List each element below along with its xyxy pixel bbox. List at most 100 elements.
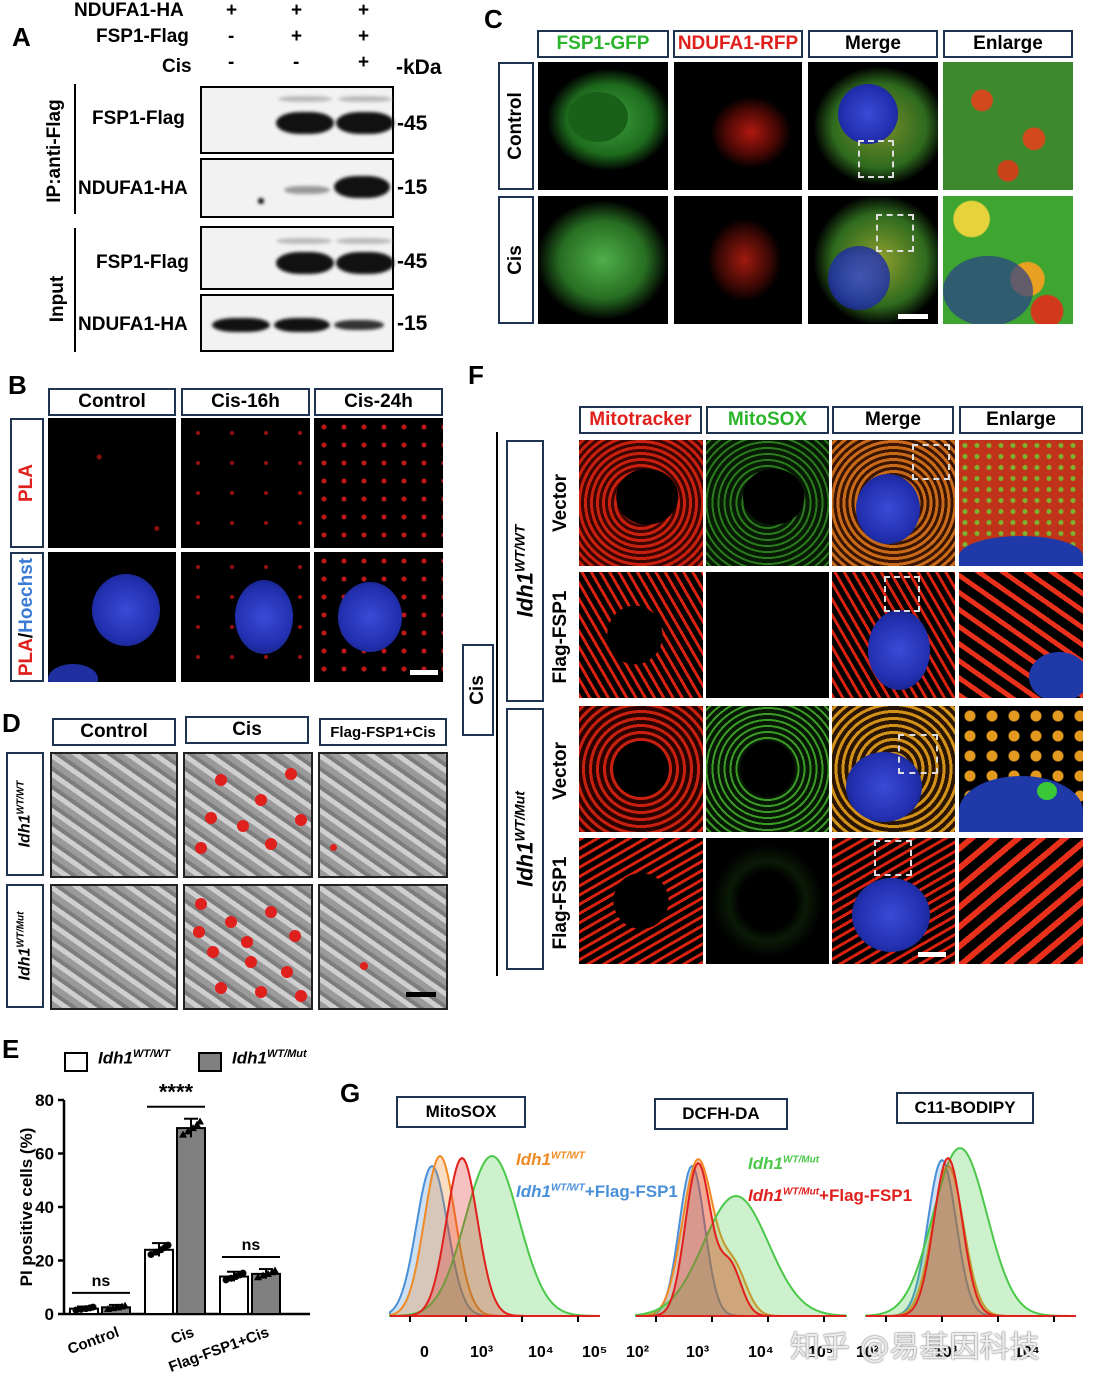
input-label: Input [47,275,68,323]
micrograph-pla-hoechst-cis-16h [181,552,310,682]
micrograph-mitosox-wt-vector [706,440,829,566]
data-point [164,1241,172,1249]
watermark: 知乎 @易基因科技 [790,1330,1040,1365]
data-point [189,1124,197,1132]
g-legend-item: Idh1WT/WT [516,1150,585,1169]
micrograph-merge-wt-vector [832,440,955,566]
micrograph-merge-cis [808,196,938,324]
row-label-cis: Cis [498,196,534,324]
data-point [239,1269,247,1277]
cond-value: - [228,52,235,73]
col-header-ndufa1-rfp: NDUFA1-RFP [673,30,803,58]
micrograph-ndufa1-rfp-cis [674,196,802,324]
bar-chart-pi-positive: 0 20 40 60 80 PI positive cells (%) Control ns C… [17,1080,310,1376]
row-label-control: Control [498,62,534,190]
panel-label-f: F [468,360,484,390]
western-blot-ndufa1-ip [200,158,394,218]
g-legend-item: Idh1WT/WT+Flag-FSP1 [516,1182,678,1201]
y-tick-label: 0 [45,1305,54,1324]
data-point [184,1127,192,1135]
micrograph-ndufa1-rfp-control [674,62,802,190]
western-blot-fsp1-ip [200,86,394,154]
phase-contrast-wt-control [50,752,178,878]
significance-label: ns [242,1237,261,1254]
treatment-label-cis: Cis [462,644,494,736]
col-header-cis-24h: Cis-24h [314,388,443,416]
row-label-idh1-wt-wt: Idh1WT/WT [6,752,44,876]
zoom-region-box [858,140,894,178]
histogram-title-c11-bodipy: C11-BODIPY [896,1092,1034,1124]
mw-marker: -45 [397,112,428,135]
row-label-pla-hoechst: PLA/Hoechst [10,552,44,682]
data-point [89,1303,97,1311]
zoom-region-box [912,444,950,480]
ip-label: IP:anti-Flag [44,99,65,203]
scale-bar [410,670,438,675]
micrograph-pla-hoechst-cis-24h [314,552,443,682]
cond-label-cis: Cis [162,56,192,77]
col-header-mitotracker: Mitotracker [579,406,702,434]
phase-contrast-wt-cis [183,752,313,878]
legend-label: Idh1WT/WT [98,1048,171,1068]
micrograph-enlarge-wt-flag-fsp1 [959,572,1083,698]
cond-value: + [291,0,303,21]
col-header-control: Control [52,718,176,746]
cond-value: - [293,52,300,73]
col-header-flag-fsp1-cis: Flag-FSP1+Cis [319,718,447,746]
histogram-title-dcfh-da: DCFH-DA [654,1098,788,1130]
cond-value: + [358,26,370,47]
blot-label: NDUFA1-HA [78,314,188,335]
micrograph-pla-cis-16h [181,418,310,548]
micrograph-mitotracker-mut-flag-fsp1 [579,838,703,964]
mw-marker: -45 [397,250,428,273]
group-label-idh1-wt-wt: Idh1WT/WT [506,440,544,702]
micrograph-merge-mut-vector [832,706,955,832]
panel-label-a: A [12,22,31,52]
histogram-curve [865,1146,1076,1317]
cond-value: - [228,26,235,47]
micrograph-merge-wt-flag-fsp1 [832,572,955,698]
x-tick-label: 10³ [686,1344,710,1361]
row-label-flag-fsp1: Flag-FSP1 [550,856,571,950]
panel-label-e: E [2,1034,20,1064]
input-bracket [74,228,76,352]
y-tick-label: 80 [35,1091,54,1110]
col-header-cis: Cis [185,716,309,744]
col-header-enlarge: Enlarge [959,406,1083,434]
data-point [179,1130,187,1138]
bar [176,1127,206,1316]
col-header-cis-16h: Cis-16h [181,388,310,416]
micrograph-mitosox-mut-vector [706,706,829,832]
micrograph-enlarge-mut-vector [959,706,1083,832]
panel-label-d: D [2,708,21,738]
phase-contrast-mut-flag-fsp1-cis [318,884,448,1010]
cond-label-fsp1: FSP1-Flag [96,26,189,47]
histogram-curve [636,1161,846,1317]
histogram-mitosox [389,1154,601,1322]
micrograph-fsp1-gfp-cis [538,196,668,324]
row-label-vector: Vector [550,473,571,533]
x-tick-label: 10⁴ [748,1344,774,1361]
x-tick-label: 10² [626,1344,650,1361]
micrograph-pla-control [48,418,176,548]
mw-marker: -15 [397,176,428,199]
significance-label: **** [159,1080,194,1105]
micrograph-mitotracker-wt-flag-fsp1 [579,572,703,698]
col-header-merge: Merge [808,30,938,58]
histogram-c11-bodipy [865,1146,1076,1322]
panel-label-b: B [8,370,27,400]
x-tick-label: 0 [420,1344,429,1361]
bar [144,1248,174,1315]
cond-value: + [358,0,370,21]
blot-label: FSP1-Flag [96,252,189,273]
zoom-region-box [876,214,914,252]
y-tick-label: 40 [35,1198,54,1217]
scale-bar [406,992,436,997]
panel-label-g: G [340,1078,361,1108]
histogram-dcfh-da [635,1157,847,1322]
cond-value: + [358,52,370,73]
micrograph-enlarge-wt-vector [959,440,1083,566]
ip-bracket [74,84,76,214]
y-tick-label: 20 [35,1252,54,1271]
x-tick-label: 10² [856,1344,880,1361]
